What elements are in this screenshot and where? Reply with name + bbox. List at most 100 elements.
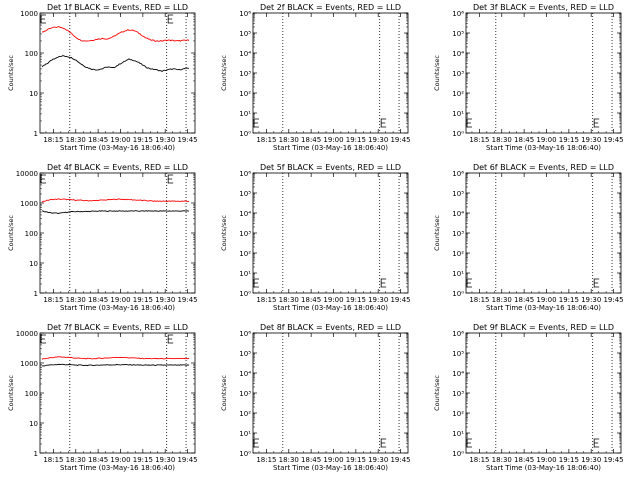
y-tick-label: 10¹: [239, 430, 251, 438]
y-tick-label: 100: [25, 230, 38, 238]
x-tick-label: 19:00: [323, 136, 343, 144]
y-tick-label: 10: [29, 90, 38, 98]
interval-bracket-start: [40, 334, 46, 344]
x-axis-label: Start Time (03-May-16 18:06:40): [486, 144, 601, 152]
y-tick-label: 10²: [239, 410, 251, 418]
x-tick-label: 18:15: [43, 456, 63, 464]
x-tick-label: 19:30: [155, 136, 175, 144]
x-tick-label: 18:45: [514, 136, 534, 144]
x-tick-label: 19:00: [323, 456, 343, 464]
x-tick-label: 18:30: [279, 456, 299, 464]
detector-panel-1: Det 1f BLACK = Events, RED = LLD Counts/s…: [7, 3, 198, 152]
y-tick-label: 10²: [239, 250, 251, 258]
events-series-line: [41, 363, 190, 367]
y-axis-label: Counts/sec: [7, 215, 15, 251]
y-axis-label: Counts/sec: [7, 55, 15, 91]
x-tick-label: 18:30: [279, 296, 299, 304]
interval-bracket-marker: [167, 174, 174, 184]
interval-bracket-marker: [593, 438, 600, 448]
x-tick-label: 19:15: [133, 136, 153, 144]
interval-bracket-start: [40, 174, 46, 184]
y-tick-label: 10⁴: [452, 210, 464, 218]
plot-frame: [39, 172, 196, 294]
plot-frame: [465, 12, 622, 134]
y-tick-label: 10⁵: [239, 190, 251, 198]
y-tick-label: 1: [34, 290, 38, 298]
x-tick-label: 18:15: [256, 456, 276, 464]
x-tick-label: 19:30: [368, 296, 388, 304]
y-tick-label: 10000: [16, 330, 38, 338]
lld-series-line: [41, 26, 190, 42]
x-tick-label: 19:45: [177, 296, 197, 304]
y-tick-label: 10⁶: [452, 10, 464, 18]
y-tick-label: 1: [34, 130, 38, 138]
x-tick-label: 19:30: [581, 456, 601, 464]
y-axis-label: Counts/sec: [220, 215, 228, 251]
x-tick-label: 19:00: [536, 456, 556, 464]
x-tick-label: 18:45: [88, 136, 108, 144]
x-tick-label: 18:30: [492, 136, 512, 144]
y-tick-label: 10³: [239, 70, 251, 78]
interval-bracket-marker: [593, 278, 600, 288]
interval-bracket-marker: [593, 118, 600, 128]
x-tick-label: 18:45: [301, 136, 321, 144]
y-tick-label: 10⁰: [239, 130, 251, 138]
panel-title: Det 1f BLACK = Events, RED = LLD: [47, 3, 188, 12]
x-tick-label: 19:15: [346, 296, 366, 304]
detector-panel-9: Det 9f BLACK = Events, RED = LLD Counts/s…: [433, 323, 624, 472]
y-tick-label: 1: [34, 450, 38, 458]
events-series-line: [41, 210, 190, 215]
x-tick-label: 18:45: [514, 296, 534, 304]
y-tick-label: 1000: [20, 200, 38, 208]
x-tick-label: 19:15: [559, 136, 579, 144]
x-tick-label: 18:30: [279, 136, 299, 144]
x-tick-label: 19:00: [110, 456, 130, 464]
detector-panel-6: Det 6f BLACK = Events, RED = LLD Counts/s…: [433, 163, 624, 312]
y-tick-label: 10²: [452, 90, 464, 98]
plot-frame: [252, 12, 409, 134]
y-axis-label: Counts/sec: [220, 55, 228, 91]
detector-panel-2: Det 2f BLACK = Events, RED = LLD Counts/s…: [220, 3, 411, 152]
x-tick-label: 19:00: [536, 296, 556, 304]
y-tick-label: 10⁵: [239, 30, 251, 38]
x-tick-label: 19:15: [346, 136, 366, 144]
lld-series-line: [41, 356, 190, 360]
y-tick-label: 10¹: [452, 110, 464, 118]
x-tick-label: 18:30: [66, 456, 86, 464]
y-tick-label: 10⁰: [452, 450, 464, 458]
x-tick-label: 19:30: [581, 136, 601, 144]
detector-panel-3: Det 3f BLACK = Events, RED = LLD Counts/s…: [433, 3, 624, 152]
y-tick-label: 10⁶: [452, 330, 464, 338]
x-axis-label: Start Time (03-May-16 18:06:40): [486, 304, 601, 312]
y-tick-label: 100: [25, 390, 38, 398]
x-tick-label: 18:15: [469, 296, 489, 304]
x-tick-label: 19:45: [603, 136, 623, 144]
plot-frame: [252, 172, 409, 294]
interval-bracket-start: [40, 14, 46, 24]
y-tick-label: 10⁴: [239, 370, 251, 378]
x-tick-label: 18:30: [492, 296, 512, 304]
interval-bracket-marker: [380, 118, 387, 128]
interval-bracket-start: [253, 278, 259, 288]
x-tick-label: 18:30: [66, 296, 86, 304]
y-tick-label: 10⁶: [452, 170, 464, 178]
detector-panel-5: Det 5f BLACK = Events, RED = LLD Counts/s…: [220, 163, 411, 312]
y-axis-label: Counts/sec: [433, 215, 441, 251]
x-tick-label: 19:15: [346, 456, 366, 464]
y-tick-label: 10⁶: [239, 10, 251, 18]
interval-bracket-marker: [380, 278, 387, 288]
detector-panel-7: Det 7f BLACK = Events, RED = LLD Counts/s…: [7, 323, 198, 472]
y-axis-label: Counts/sec: [7, 375, 15, 411]
y-tick-label: 10²: [452, 410, 464, 418]
x-tick-label: 19:00: [323, 296, 343, 304]
x-axis-label: Start Time (03-May-16 18:06:40): [273, 144, 388, 152]
plot-frame: [465, 172, 622, 294]
x-tick-label: 18:15: [256, 136, 276, 144]
x-tick-label: 19:45: [603, 456, 623, 464]
x-tick-label: 18:45: [88, 456, 108, 464]
x-axis-label: Start Time (03-May-16 18:06:40): [60, 144, 175, 152]
detector-panel-4: Det 4f BLACK = Events, RED = LLD Counts/s…: [7, 163, 198, 312]
y-tick-label: 10³: [452, 390, 464, 398]
x-tick-label: 18:45: [514, 456, 534, 464]
